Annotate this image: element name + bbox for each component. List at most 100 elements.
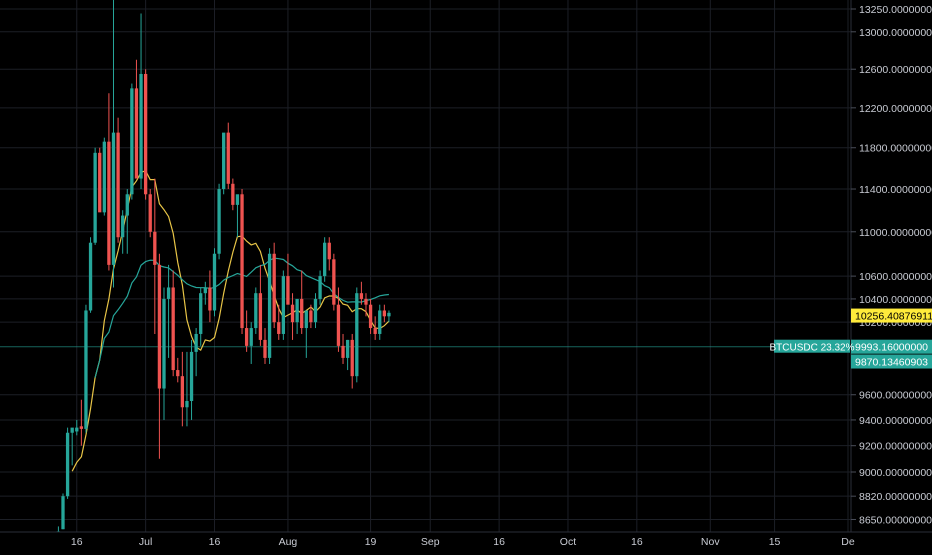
candle[interactable] (194, 328, 198, 377)
candle[interactable] (226, 122, 230, 190)
candle-body[interactable] (208, 287, 212, 311)
candle-body[interactable] (75, 427, 79, 432)
candle[interactable] (111, 0, 116, 288)
candle[interactable] (199, 287, 203, 346)
candle-body[interactable] (267, 253, 272, 358)
candle[interactable] (157, 253, 162, 459)
candle[interactable] (121, 210, 125, 254)
candle[interactable] (208, 270, 212, 323)
candle[interactable] (345, 339, 350, 371)
candle[interactable] (235, 194, 240, 238)
candle-body[interactable] (130, 88, 134, 195)
candle-body[interactable] (199, 293, 203, 334)
candle-body[interactable] (153, 231, 157, 265)
candle[interactable] (125, 189, 129, 254)
candle[interactable] (61, 493, 65, 530)
candle[interactable] (304, 310, 308, 358)
candle-body[interactable] (309, 310, 313, 323)
candle[interactable] (300, 270, 304, 334)
candle[interactable] (323, 237, 327, 282)
candle[interactable] (332, 253, 336, 311)
candle[interactable] (327, 237, 331, 271)
candle[interactable] (98, 147, 102, 213)
candle-body[interactable] (277, 322, 281, 334)
candle[interactable] (368, 298, 373, 334)
candle-body[interactable] (143, 73, 148, 195)
candle[interactable] (70, 427, 74, 466)
candle[interactable] (189, 339, 194, 420)
candle-body[interactable] (70, 427, 74, 433)
candle[interactable] (75, 419, 79, 436)
candle-body[interactable] (254, 293, 258, 329)
candle-body[interactable] (217, 189, 221, 254)
candle[interactable] (102, 137, 106, 216)
candle-body[interactable] (235, 194, 240, 205)
candle-body[interactable] (368, 304, 373, 329)
candle[interactable] (318, 270, 322, 305)
candle-body[interactable] (171, 287, 175, 371)
candle[interactable] (84, 304, 88, 433)
candle[interactable] (382, 304, 386, 323)
candle[interactable] (166, 264, 171, 358)
candle-body[interactable] (295, 298, 299, 323)
candle[interactable] (143, 69, 148, 200)
candle[interactable] (176, 357, 180, 383)
candle[interactable] (139, 13, 143, 190)
candle-body[interactable] (336, 304, 341, 346)
candle-body[interactable] (318, 276, 322, 299)
candle-body[interactable] (121, 215, 125, 238)
candle-body[interactable] (304, 310, 308, 329)
candle[interactable] (231, 178, 235, 211)
candle-body[interactable] (61, 496, 65, 530)
candle-body[interactable] (387, 312, 391, 317)
candle[interactable] (281, 270, 286, 340)
candle[interactable] (185, 351, 189, 427)
candle[interactable] (203, 281, 207, 305)
candle-body[interactable] (323, 242, 327, 277)
candle[interactable] (130, 83, 134, 200)
candle-body[interactable] (98, 152, 102, 213)
candle[interactable] (222, 132, 226, 195)
candle[interactable] (116, 117, 120, 243)
candle-body[interactable] (355, 293, 359, 377)
candle-body[interactable] (240, 194, 244, 329)
candle-body[interactable] (148, 194, 152, 232)
candle[interactable] (171, 270, 175, 377)
candle[interactable] (295, 298, 299, 334)
candle-body[interactable] (226, 132, 230, 184)
candle-body[interactable] (88, 242, 93, 311)
candle-body[interactable] (107, 141, 111, 265)
candle[interactable] (240, 189, 244, 334)
time-axis[interactable]: 16 Jul 16 Aug 19 Sep 16 Oct 16 Nov 15 De (71, 536, 855, 548)
candle[interactable] (148, 189, 152, 238)
candle-body[interactable] (93, 152, 97, 243)
candle-body[interactable] (162, 298, 166, 389)
candle-body[interactable] (116, 132, 120, 238)
candle-body[interactable] (373, 328, 377, 334)
candle[interactable] (258, 264, 263, 346)
candle[interactable] (309, 304, 313, 329)
candle[interactable] (373, 316, 377, 340)
candle[interactable] (134, 59, 139, 179)
candle-body[interactable] (249, 328, 253, 346)
candle[interactable] (217, 183, 221, 260)
candle[interactable] (272, 242, 276, 329)
candle[interactable] (378, 304, 382, 340)
candle[interactable] (244, 310, 249, 352)
candle[interactable] (286, 253, 290, 305)
candle[interactable] (212, 248, 217, 317)
candle-body[interactable] (189, 351, 194, 401)
candle-body[interactable] (313, 298, 318, 323)
candle-body[interactable] (157, 264, 162, 389)
candle-body[interactable] (350, 339, 354, 377)
candle[interactable] (364, 293, 368, 317)
candle-body[interactable] (281, 276, 286, 334)
candle-body[interactable] (79, 426, 84, 429)
candle-body[interactable] (222, 132, 226, 190)
candle-body[interactable] (84, 310, 88, 429)
candle-body[interactable] (185, 400, 189, 408)
candle[interactable] (290, 293, 295, 340)
candle-body[interactable] (364, 298, 368, 305)
candle-body[interactable] (359, 293, 364, 299)
